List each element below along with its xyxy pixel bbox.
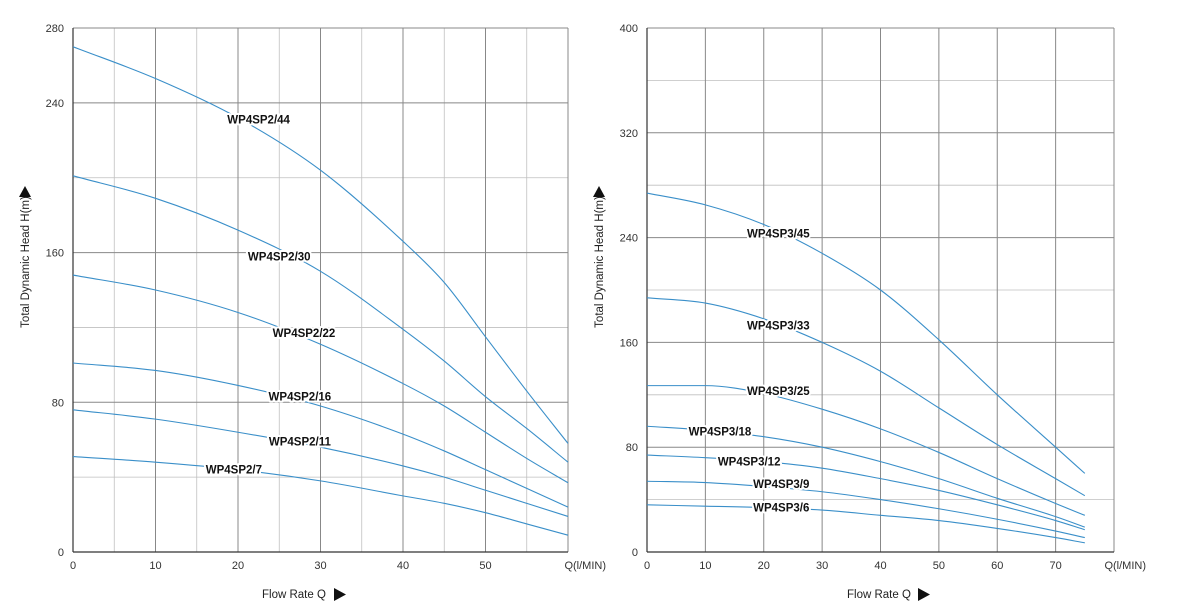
chart-wp4sp3: 0 10 20 30 40 50 60 70 0 80 160 240 320 400 Q(l/MIN) Fl… [593, 23, 1146, 601]
x-tick-label: 0 [70, 560, 76, 572]
y-axis-arrow-icon [19, 186, 31, 197]
y-tick-label: 280 [46, 23, 64, 35]
x-unit-label: Q(l/MIN) [564, 560, 606, 572]
curve-label: WP4SP2/44 [227, 115, 290, 127]
x-tick-label: 10 [699, 560, 711, 572]
x-tick-label: 50 [479, 560, 491, 572]
curve-label: WP4SP3/6 [753, 502, 809, 514]
chart-wp4sp2: 0 10 20 30 40 50 0 80 160 240 280 Q(l/MIN) Flow Rate… [19, 23, 606, 601]
x-tick-label: 40 [397, 560, 409, 572]
curve-wp4sp3-12 [646, 454, 1085, 531]
x-tick-label: 10 [149, 560, 161, 572]
x-axis-arrow-icon [918, 588, 930, 601]
x-axis-arrow-icon [334, 588, 346, 601]
curve-wp4sp2-22 [72, 274, 569, 484]
curve-wp4sp2-30 [72, 175, 569, 463]
x-tick-label: 30 [314, 560, 326, 572]
curve-wp4sp3-18 [646, 425, 1085, 528]
x-tick-label: 20 [232, 560, 244, 572]
curve-label: WP4SP3/33 [747, 320, 810, 332]
y-tick-label: 0 [58, 547, 64, 559]
x-axis-title: Flow Rate Q [262, 589, 326, 601]
curve-wp4sp2-44 [72, 46, 569, 444]
curve-label-halo: WP4SP3/33 [747, 320, 810, 332]
curve-label: WP4SP3/45 [747, 229, 810, 241]
y-tick-label: 0 [632, 547, 638, 559]
x-tick-label: 70 [1050, 560, 1062, 572]
curve-label-halo: WP4SP3/6 [753, 502, 809, 514]
x-tick-label: 60 [991, 560, 1003, 572]
curve-label-halo: WP4SP2/16 [269, 392, 332, 404]
y-tick-label: 80 [52, 397, 64, 409]
curve-label: WP4SP3/9 [753, 479, 809, 491]
y-tick-label: 160 [620, 337, 638, 349]
curve-label: WP4SP3/12 [718, 457, 781, 469]
y-tick-label: 80 [626, 442, 638, 454]
curve-wp4sp3-33 [646, 297, 1086, 497]
x-tick-label: 30 [816, 560, 828, 572]
y-tick-label: 320 [620, 128, 638, 140]
curve-label: WP4SP2/11 [269, 437, 332, 449]
curve-label: WP4SP3/18 [689, 426, 752, 438]
x-axis-title: Flow Rate Q [847, 589, 911, 601]
curve-label-halo: WP4SP2/30 [248, 251, 311, 263]
curve-label: WP4SP3/25 [747, 386, 810, 398]
curve-label-halo: WP4SP3/18 [689, 426, 752, 438]
y-axis-arrow-icon [593, 186, 605, 197]
curve-wp4sp2-11 [72, 409, 569, 517]
curve-label-halo: WP4SP3/12 [718, 457, 781, 469]
curve-wp4sp3-6 [646, 504, 1085, 544]
curve-label-halo: WP4SP2/7 [206, 465, 262, 477]
curve-wp4sp2-7 [72, 456, 569, 536]
curve-label-halo: WP4SP3/25 [747, 386, 810, 398]
x-unit-label: Q(l/MIN) [1104, 560, 1146, 572]
y-tick-label: 400 [620, 23, 638, 35]
curve-label: WP4SP2/22 [273, 328, 336, 340]
curve-label-halo: WP4SP2/22 [273, 328, 336, 340]
y-tick-label: 240 [46, 98, 64, 110]
curve-label-halo: WP4SP3/45 [747, 229, 810, 241]
x-tick-label: 20 [758, 560, 770, 572]
curve-wp4sp3-9 [646, 480, 1085, 539]
curve-label: WP4SP2/16 [269, 392, 332, 404]
y-tick-label: 240 [620, 233, 638, 245]
x-tick-label: 40 [874, 560, 886, 572]
curve-label-halo: WP4SP3/9 [753, 479, 809, 491]
curve-wp4sp3-25 [646, 385, 1086, 516]
x-tick-label: 0 [644, 560, 650, 572]
y-axis-title: Total Dynamic Head H(m) [20, 196, 32, 328]
curve-wp4sp3-45 [646, 192, 1086, 474]
y-axis-title: Total Dynamic Head H(m) [594, 196, 606, 328]
curve-label-halo: WP4SP2/44 [227, 115, 290, 127]
curve-wp4sp2-16 [72, 362, 569, 508]
curve-label: WP4SP2/30 [248, 251, 311, 263]
curve-label-halo: WP4SP2/11 [269, 437, 332, 449]
x-tick-label: 50 [933, 560, 945, 572]
y-tick-label: 160 [46, 248, 64, 260]
curve-label: WP4SP2/7 [206, 465, 262, 477]
